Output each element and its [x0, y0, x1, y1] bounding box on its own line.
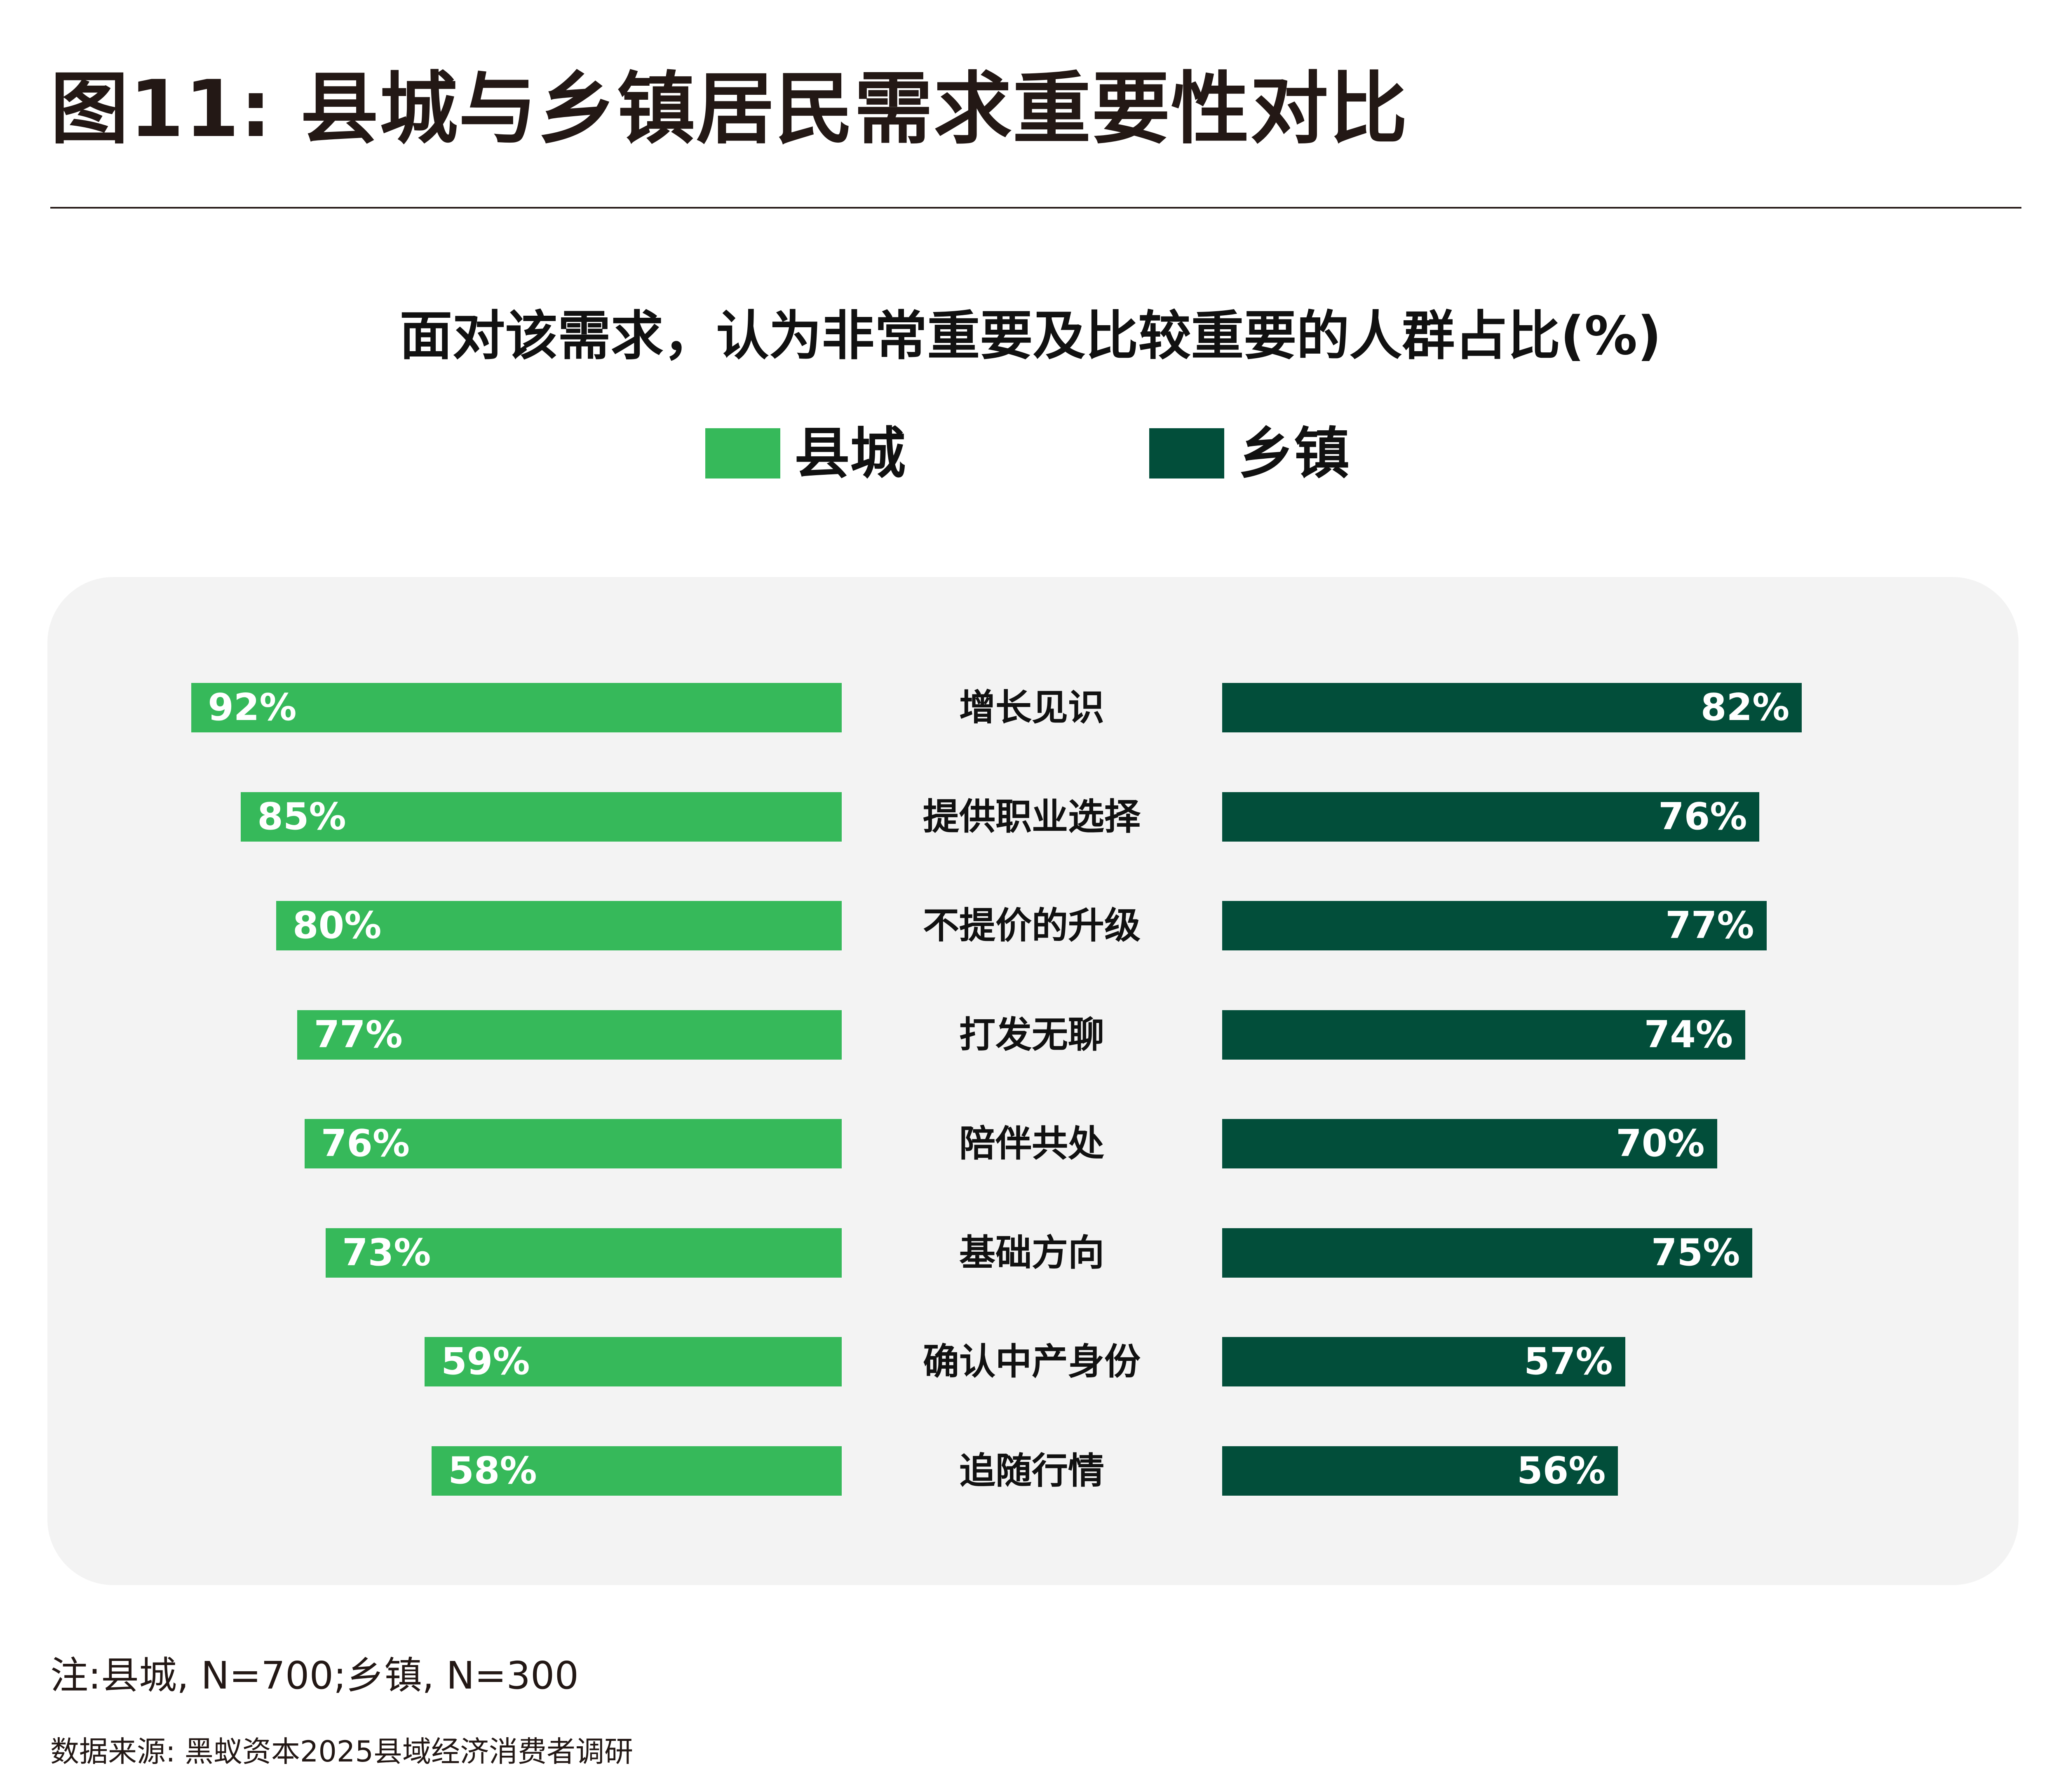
value-label-town: 56% [1516, 1449, 1606, 1492]
value-label-county: 77% [314, 1013, 403, 1056]
value-label-town: 82% [1700, 686, 1790, 729]
legend-label-town: 乡镇 [1238, 421, 1350, 486]
category-label: 陪伴共处 [959, 1122, 1104, 1165]
category-label: 基础方向 [959, 1231, 1104, 1274]
bar-county: 92% [191, 683, 842, 732]
data-source: 数据来源: 黑蚁资本2025县域经济消费者调研 [50, 1735, 633, 1769]
legend-item-town: 乡镇 [1149, 421, 1350, 486]
category-label: 不提价的升级 [923, 904, 1141, 947]
legend-label-county: 县城 [794, 421, 906, 486]
bar-town: 77% [1222, 901, 1767, 950]
value-label-county: 58% [448, 1449, 537, 1492]
bar-county: 73% [326, 1228, 842, 1278]
category-label: 打发无聊 [959, 1013, 1104, 1056]
value-label-town: 70% [1616, 1122, 1705, 1165]
page-title: 图11: 县城与乡镇居民需求重要性对比 [50, 63, 1408, 155]
value-label-county: 80% [293, 904, 382, 947]
bar-county: 58% [432, 1446, 842, 1496]
value-label-county: 73% [342, 1231, 431, 1274]
value-label-county: 59% [441, 1340, 530, 1383]
bar-county: 80% [276, 901, 842, 950]
value-label-town: 76% [1658, 795, 1747, 838]
value-label-town: 74% [1644, 1013, 1733, 1056]
bar-town: 75% [1222, 1228, 1753, 1278]
value-label-town: 75% [1651, 1231, 1740, 1274]
value-label-town: 57% [1524, 1340, 1613, 1383]
chart-title: 面对该需求，认为非常重要及比较重要的人群占比(%) [399, 305, 1662, 367]
footnote: 注:县城, N=700;乡镇, N=300 [50, 1654, 579, 1698]
category-label: 提供职业选择 [923, 795, 1141, 838]
bar-county: 77% [297, 1010, 842, 1060]
category-label: 增长见识 [959, 686, 1104, 729]
bar-town: 82% [1222, 683, 1802, 732]
category-label: 追随行情 [959, 1449, 1104, 1492]
value-label-county: 76% [321, 1122, 410, 1165]
bar-town: 74% [1222, 1010, 1746, 1060]
value-label-county: 85% [257, 795, 346, 838]
chart-panel [47, 577, 2019, 1585]
category-label: 确认中产身份 [923, 1340, 1141, 1383]
bar-county: 76% [304, 1119, 842, 1168]
bar-town: 70% [1222, 1119, 1717, 1168]
title-divider [50, 207, 2021, 209]
legend-swatch-town [1149, 428, 1224, 478]
legend-item-county: 县城 [705, 421, 906, 486]
legend-swatch-county [705, 428, 780, 478]
bar-town: 76% [1222, 792, 1760, 842]
value-label-town: 77% [1665, 904, 1754, 947]
bar-town: 57% [1222, 1337, 1625, 1386]
value-label-county: 92% [208, 686, 297, 729]
bar-town: 56% [1222, 1446, 1618, 1496]
bar-county: 59% [425, 1337, 842, 1386]
bar-county: 85% [241, 792, 842, 842]
